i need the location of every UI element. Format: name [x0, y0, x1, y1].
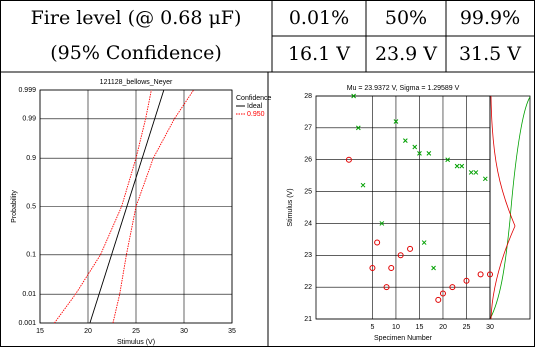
- series-line: [54, 89, 194, 324]
- marker-x: [454, 163, 460, 169]
- marker-x: [426, 150, 432, 156]
- y-tick-label: 27: [304, 125, 312, 132]
- y-tick-label: 0.5: [26, 203, 36, 210]
- marker-x: [431, 265, 436, 271]
- x-tick-label: 30: [486, 324, 494, 331]
- x-tick-label: 15: [36, 328, 44, 335]
- marker-x: [473, 170, 479, 175]
- x-tick-label: 25: [132, 328, 140, 335]
- row-label: (95% Confidence): [50, 42, 222, 64]
- y-tick-label: 0.99: [22, 116, 36, 123]
- marker-o: [439, 290, 446, 297]
- y-tick-label: 0.01: [22, 291, 36, 298]
- marker-o: [435, 296, 442, 303]
- plot-frame: [315, 95, 491, 320]
- chart-title: 121128_bellows_Neyer: [100, 79, 173, 86]
- y-axis-label: Probability: [11, 190, 18, 223]
- marker-o: [487, 271, 493, 278]
- y-tick-label: 23: [304, 252, 312, 259]
- marker-o: [374, 239, 381, 246]
- marker-x: [402, 138, 408, 143]
- cdf-curve: [489, 96, 531, 320]
- marker-x: [445, 157, 451, 163]
- legend-label: Ideal: [247, 103, 263, 110]
- x-tick-label: 30: [180, 328, 188, 335]
- series-line: [89, 89, 165, 324]
- chart-title: Mu = 23.9372 V, Sigma = 1.29589 V: [347, 85, 460, 92]
- y-tick-label: 25: [304, 188, 312, 195]
- y-tick-label: 28: [304, 93, 312, 100]
- pdf-curve: [490, 95, 516, 320]
- legend-title: Confidence: [236, 95, 272, 102]
- marker-x: [360, 182, 366, 188]
- y-tick-label: 0.1: [26, 252, 36, 259]
- x-tick-label: 25: [463, 324, 471, 331]
- x-tick-label: 35: [228, 328, 236, 335]
- marker-o: [407, 245, 414, 252]
- marker-o: [463, 277, 470, 284]
- marker-x: [355, 125, 361, 131]
- row-label: Fire level (@ 0.68 μF): [31, 7, 242, 29]
- y-axis-label: Stimulus (V): [287, 188, 294, 226]
- column-header: 99.9%: [460, 7, 520, 29]
- marker-x: [379, 221, 385, 226]
- x-axis-label: Specimen Number: [374, 335, 433, 342]
- y-tick-label: 0.9: [26, 155, 36, 162]
- marker-o: [345, 156, 352, 163]
- legend-label: 0.950: [247, 111, 265, 118]
- cell: 16.1 V: [288, 43, 350, 65]
- y-tick-label: 24: [304, 220, 312, 227]
- marker-x: [421, 240, 427, 245]
- plot-frame: [39, 89, 233, 324]
- marker-o: [449, 284, 456, 291]
- x-tick-label: 15: [416, 324, 424, 331]
- x-tick-label: 10: [392, 324, 400, 331]
- marker-o: [369, 265, 376, 272]
- marker-x: [417, 150, 422, 156]
- marker-x: [468, 170, 474, 175]
- x-axis-label: Stimulus (V): [117, 339, 155, 346]
- marker-x: [412, 144, 418, 150]
- y-tick-label: 26: [304, 157, 312, 164]
- side-panel: [489, 95, 531, 320]
- y-tick-label: 21: [304, 316, 312, 323]
- marker-o: [477, 271, 484, 278]
- x-tick-label: 20: [439, 324, 447, 331]
- column-header: 0.01%: [289, 7, 349, 29]
- cell: 31.5 V: [459, 43, 521, 65]
- y-tick-label: 0.999: [18, 87, 36, 94]
- marker-o: [397, 252, 404, 259]
- x-tick-label: 20: [84, 328, 92, 335]
- x-tick-label: 5: [370, 324, 374, 331]
- marker-x: [459, 163, 465, 169]
- y-tick-label: 0.001: [18, 320, 36, 327]
- marker-o: [383, 284, 390, 291]
- marker-x: [482, 176, 488, 182]
- marker-x: [393, 119, 399, 124]
- column-header: 50%: [385, 7, 427, 29]
- marker-x: [351, 93, 356, 99]
- y-tick-label: 22: [304, 284, 312, 291]
- cell: 23.9 V: [375, 43, 437, 65]
- marker-o: [388, 265, 395, 272]
